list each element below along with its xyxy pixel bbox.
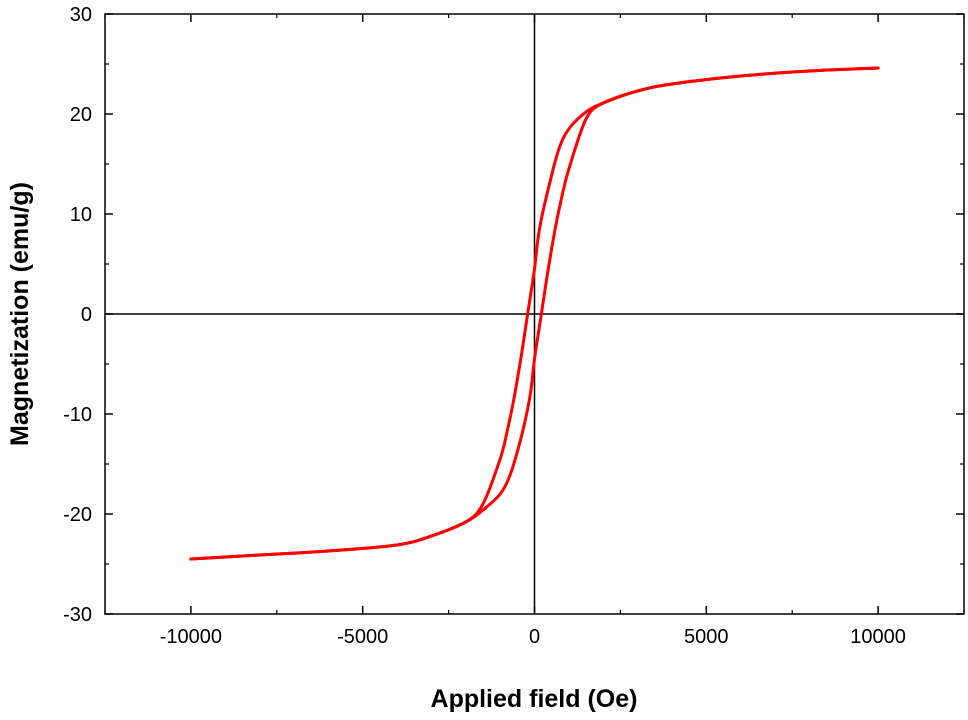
y-tick-label: -30 <box>63 604 92 626</box>
y-tick-label: 10 <box>70 204 92 226</box>
x-tick-label: 10000 <box>850 626 906 648</box>
x-tick-labels: -10000 -5000 0 5000 10000 <box>160 626 906 648</box>
x-axis-title: Applied field (Oe) <box>431 685 638 713</box>
x-tick-label: -10000 <box>160 626 222 648</box>
y-tick-label: 20 <box>70 104 92 126</box>
y-tick-label: -20 <box>63 504 92 526</box>
y-axis-title: Magnetization (emu/g) <box>6 182 34 446</box>
y-tick-label: -10 <box>63 404 92 426</box>
x-tick-label: -5000 <box>337 626 388 648</box>
y-tick-label: 0 <box>81 304 92 326</box>
x-tick-label: 0 <box>529 626 540 648</box>
x-tick-label: 5000 <box>684 626 729 648</box>
series-group <box>189 66 880 561</box>
zero-lines <box>105 14 964 614</box>
tick-marks <box>104 13 965 615</box>
series-line-ascending <box>189 66 880 561</box>
y-tick-labels: -30 -20 -10 0 10 20 30 <box>63 4 92 626</box>
y-tick-label: 30 <box>70 4 92 26</box>
